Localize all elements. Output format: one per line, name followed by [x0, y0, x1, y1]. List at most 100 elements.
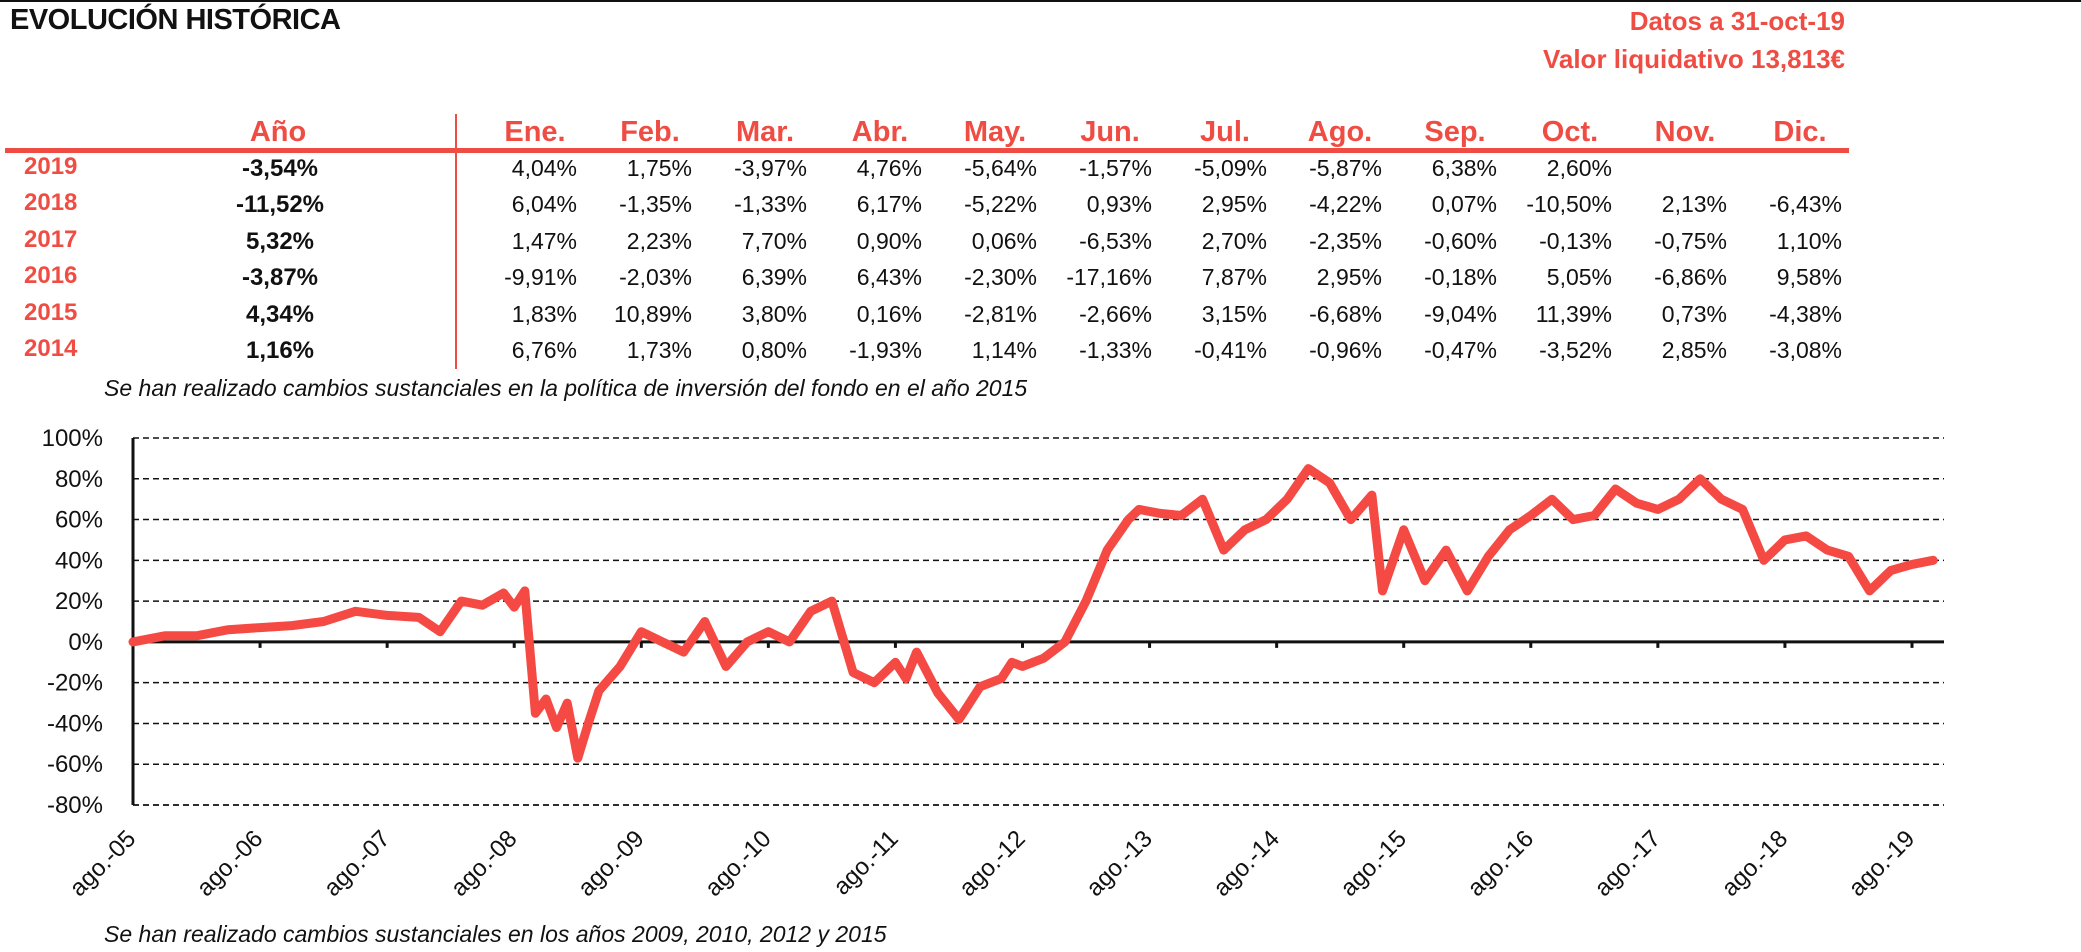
x-tick-label: ago.-15 — [1335, 825, 1412, 902]
y-tick-label: 60% — [55, 507, 103, 534]
month-return-cell: 1,14% — [971, 337, 1037, 363]
y-tick-label: -80% — [47, 792, 103, 819]
month-return-cell: -1,33% — [1079, 337, 1152, 363]
x-tick-label: ago.-17 — [1589, 825, 1666, 902]
month-return-cell: -0,18% — [1424, 264, 1497, 290]
year-column-header: Año — [249, 116, 307, 148]
month-return-cell: 0,07% — [1431, 191, 1497, 217]
month-return-cell: -2,81% — [964, 301, 1037, 327]
month-return-cell: 0,90% — [856, 228, 922, 254]
x-tick-label: ago.-07 — [319, 825, 396, 902]
month-header: Dic. — [1773, 116, 1827, 148]
y-tick-label: 20% — [55, 588, 103, 615]
month-header: Sep. — [1424, 116, 1486, 148]
month-return-cell: -0,47% — [1424, 337, 1497, 363]
month-header: Mar. — [735, 116, 795, 148]
x-tick-label: ago.-09 — [573, 825, 650, 902]
x-tick-label: ago.-16 — [1462, 825, 1539, 902]
page-title: EVOLUCIÓN HISTÓRICA — [10, 4, 341, 36]
x-tick-label: ago.-14 — [1208, 825, 1285, 902]
month-return-cell: -6,43% — [1769, 191, 1842, 217]
row-annual-return: -3,87% — [241, 264, 319, 291]
month-return-cell: -3,52% — [1539, 337, 1612, 363]
month-return-cell: -5,64% — [964, 155, 1037, 181]
month-return-cell: 7,87% — [1201, 264, 1267, 290]
row-year: 2018 — [24, 189, 78, 216]
month-header: Feb. — [620, 116, 680, 148]
row-annual-return: -3,54% — [241, 155, 319, 182]
month-return-cell: 11,39% — [1535, 301, 1612, 327]
row-annual-return: -11,52% — [235, 191, 325, 218]
month-return-cell: -17,16% — [1066, 264, 1152, 290]
row-year: 2016 — [24, 262, 78, 289]
series-line — [128, 464, 1938, 763]
month-return-cell: 6,76% — [511, 337, 577, 363]
y-tick-label: -20% — [47, 670, 103, 697]
month-return-cell: -1,33% — [734, 191, 807, 217]
y-tick-label: -60% — [47, 751, 103, 778]
month-return-cell: 1,83% — [511, 301, 577, 327]
month-return-cell: 4,04% — [511, 155, 577, 181]
header-rule — [5, 148, 1849, 153]
top-border — [0, 0, 2081, 2]
y-tick-label: 0% — [68, 629, 103, 656]
month-return-cell: 3,80% — [741, 301, 807, 327]
month-return-cell: -1,57% — [1079, 155, 1152, 181]
x-tick-label: ago.-05 — [65, 825, 142, 902]
month-return-cell: -5,87% — [1309, 155, 1382, 181]
month-return-cell: 0,16% — [856, 301, 922, 327]
row-year: 2017 — [24, 226, 78, 253]
month-return-cell: 2,95% — [1201, 191, 1267, 217]
month-return-cell: 2,85% — [1661, 337, 1727, 363]
month-return-cell: -9,91% — [504, 264, 577, 290]
month-header: Abr. — [851, 116, 909, 148]
row-annual-return: 4,34% — [245, 301, 315, 328]
month-return-cell: 0,73% — [1661, 301, 1727, 327]
month-return-cell: 0,06% — [971, 228, 1037, 254]
month-return-cell: -6,68% — [1309, 301, 1382, 327]
month-return-cell: -9,04% — [1424, 301, 1497, 327]
x-tick-label: ago.-10 — [700, 825, 777, 902]
month-return-cell: -1,35% — [619, 191, 692, 217]
month-return-cell: 2,70% — [1201, 228, 1267, 254]
month-return-cell: 6,17% — [856, 191, 922, 217]
month-return-cell: 2,60% — [1546, 155, 1612, 181]
month-header: Jul. — [1200, 116, 1250, 148]
month-return-cell: -4,38% — [1769, 301, 1842, 327]
month-return-cell: -3,97% — [734, 155, 807, 181]
x-tick-label: ago.-19 — [1844, 825, 1921, 902]
month-return-cell: -2,66% — [1079, 301, 1152, 327]
month-return-cell: -1,93% — [849, 337, 922, 363]
month-return-cell: 2,23% — [626, 228, 692, 254]
row-year: 2019 — [24, 153, 78, 180]
x-tick-label: ago.-11 — [828, 825, 903, 900]
row-year: 2015 — [24, 299, 78, 326]
month-header: Oct. — [1541, 116, 1599, 148]
month-return-cell: -3,08% — [1769, 337, 1842, 363]
month-return-cell: 6,39% — [741, 264, 807, 290]
month-return-cell: 9,58% — [1776, 264, 1842, 290]
x-tick-label: ago.-08 — [446, 825, 523, 902]
row-annual-return: 1,16% — [245, 337, 315, 364]
month-header: Jun. — [1080, 116, 1140, 148]
x-tick-label: ago.-18 — [1717, 825, 1794, 902]
chart-note: Se han realizado cambios sustanciales en… — [104, 921, 887, 947]
month-return-cell: 3,15% — [1201, 301, 1267, 327]
y-tick-label: 40% — [55, 547, 103, 574]
month-return-cell: 0,80% — [741, 337, 807, 363]
y-tick-label: 100% — [42, 425, 103, 452]
month-return-cell: 4,76% — [856, 155, 922, 181]
month-return-cell: -2,03% — [619, 264, 692, 290]
table-note: Se han realizado cambios sustanciales en… — [104, 375, 1028, 401]
month-return-cell: -5,22% — [964, 191, 1037, 217]
y-tick-label: 80% — [55, 466, 103, 493]
month-return-cell: 1,47% — [511, 228, 577, 254]
net-asset-value: Valor liquidativo 13,813€ — [1542, 44, 1845, 74]
month-return-cell: -6,53% — [1079, 228, 1152, 254]
month-header: May. — [963, 116, 1027, 148]
performance-chart: 100% 80% 60% 40% 20% 0% -20% -40% -60% -80% ago.-0… — [42, 425, 1944, 902]
month-return-cell: 10,89% — [613, 301, 692, 327]
x-tick-label: ago.-06 — [192, 825, 269, 902]
month-return-cell: -4,22% — [1309, 191, 1382, 217]
month-return-cell: 6,43% — [856, 264, 922, 290]
